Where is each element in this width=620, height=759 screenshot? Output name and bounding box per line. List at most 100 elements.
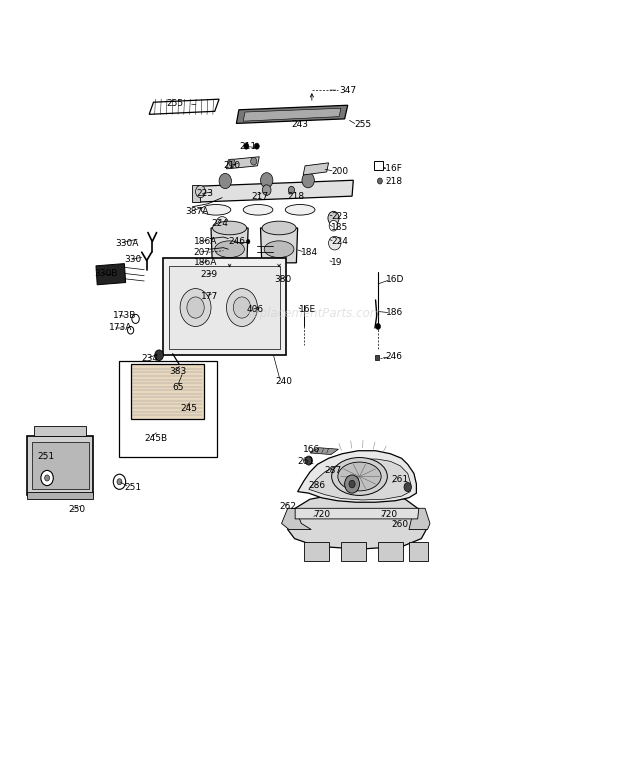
Text: 720: 720	[381, 510, 397, 519]
Text: 330A: 330A	[115, 238, 138, 247]
Circle shape	[244, 143, 249, 150]
Text: 16E: 16E	[299, 305, 316, 314]
Polygon shape	[211, 228, 248, 263]
Circle shape	[233, 297, 250, 318]
Polygon shape	[194, 180, 353, 202]
Circle shape	[328, 211, 339, 225]
Text: 243: 243	[291, 121, 308, 130]
Bar	[169, 266, 280, 349]
Circle shape	[262, 184, 271, 195]
Bar	[32, 442, 89, 490]
Ellipse shape	[285, 204, 315, 215]
Circle shape	[45, 475, 50, 481]
Text: 347: 347	[340, 86, 357, 95]
Circle shape	[250, 158, 257, 165]
Text: 224: 224	[211, 219, 228, 228]
Text: 186A: 186A	[193, 258, 217, 267]
Text: 65: 65	[172, 383, 184, 392]
Circle shape	[219, 173, 231, 188]
Polygon shape	[295, 509, 419, 519]
Text: 246: 246	[386, 352, 402, 361]
Circle shape	[117, 479, 122, 485]
Text: 223: 223	[196, 190, 213, 198]
Bar	[341, 543, 366, 562]
Bar	[27, 492, 94, 499]
Ellipse shape	[329, 236, 341, 250]
Text: 173A: 173A	[109, 323, 132, 332]
Text: 245B: 245B	[144, 434, 167, 443]
Text: 185: 185	[331, 223, 348, 232]
Circle shape	[404, 483, 412, 492]
Text: 186: 186	[386, 308, 403, 317]
Polygon shape	[226, 157, 259, 169]
Text: 16D: 16D	[386, 275, 404, 284]
Text: 380: 380	[275, 275, 292, 284]
Text: 251: 251	[38, 452, 55, 461]
Text: 210: 210	[223, 162, 241, 170]
Text: 387A: 387A	[185, 206, 208, 216]
Text: 383: 383	[169, 367, 186, 376]
Bar	[375, 355, 379, 360]
Bar	[409, 543, 428, 562]
Circle shape	[246, 239, 250, 244]
Bar	[304, 543, 329, 562]
Polygon shape	[260, 228, 298, 263]
Circle shape	[132, 314, 140, 323]
Polygon shape	[281, 509, 311, 530]
Ellipse shape	[208, 270, 219, 279]
Ellipse shape	[332, 458, 388, 496]
Polygon shape	[288, 493, 427, 550]
Circle shape	[226, 288, 257, 326]
Polygon shape	[303, 163, 329, 175]
Text: 223: 223	[331, 212, 348, 221]
Text: 261: 261	[298, 457, 315, 466]
Circle shape	[349, 480, 355, 488]
Polygon shape	[96, 263, 126, 285]
Bar	[27, 436, 94, 495]
Text: 166: 166	[303, 445, 320, 454]
Ellipse shape	[262, 221, 296, 235]
Polygon shape	[409, 509, 430, 530]
Text: 261: 261	[392, 475, 409, 484]
Circle shape	[305, 456, 312, 465]
Text: -16F: -16F	[383, 165, 403, 173]
Text: 330B: 330B	[95, 269, 118, 278]
Text: 211: 211	[239, 142, 256, 150]
Polygon shape	[309, 459, 411, 500]
Polygon shape	[192, 184, 200, 202]
Text: 260: 260	[392, 521, 409, 530]
Text: 218: 218	[386, 177, 402, 185]
Text: 234: 234	[142, 354, 159, 363]
Text: 246: 246	[228, 237, 246, 246]
Text: 720: 720	[313, 510, 330, 519]
Ellipse shape	[264, 241, 294, 257]
Text: 287: 287	[325, 466, 342, 475]
Ellipse shape	[216, 216, 228, 230]
Text: 186A: 186A	[193, 237, 217, 246]
Circle shape	[41, 471, 53, 486]
Text: 19: 19	[331, 258, 342, 267]
Circle shape	[378, 178, 383, 184]
Circle shape	[113, 474, 126, 490]
Circle shape	[180, 288, 211, 326]
Text: 239: 239	[200, 270, 218, 279]
Polygon shape	[298, 451, 417, 502]
Text: eReplacementParts.com: eReplacementParts.com	[238, 307, 382, 320]
Polygon shape	[236, 106, 348, 124]
Circle shape	[187, 297, 204, 318]
Ellipse shape	[213, 221, 247, 235]
Text: 255: 255	[355, 121, 371, 130]
Text: 286: 286	[309, 481, 326, 490]
Circle shape	[195, 185, 205, 197]
Ellipse shape	[201, 204, 231, 215]
Text: 250: 250	[69, 505, 86, 515]
Text: 173B: 173B	[113, 310, 136, 320]
Circle shape	[229, 159, 235, 167]
Text: 224: 224	[331, 237, 348, 246]
Circle shape	[128, 326, 134, 334]
Polygon shape	[310, 448, 339, 455]
Bar	[378, 543, 403, 562]
Text: 262: 262	[279, 502, 296, 512]
Text: 217: 217	[251, 192, 268, 200]
Bar	[34, 427, 86, 436]
